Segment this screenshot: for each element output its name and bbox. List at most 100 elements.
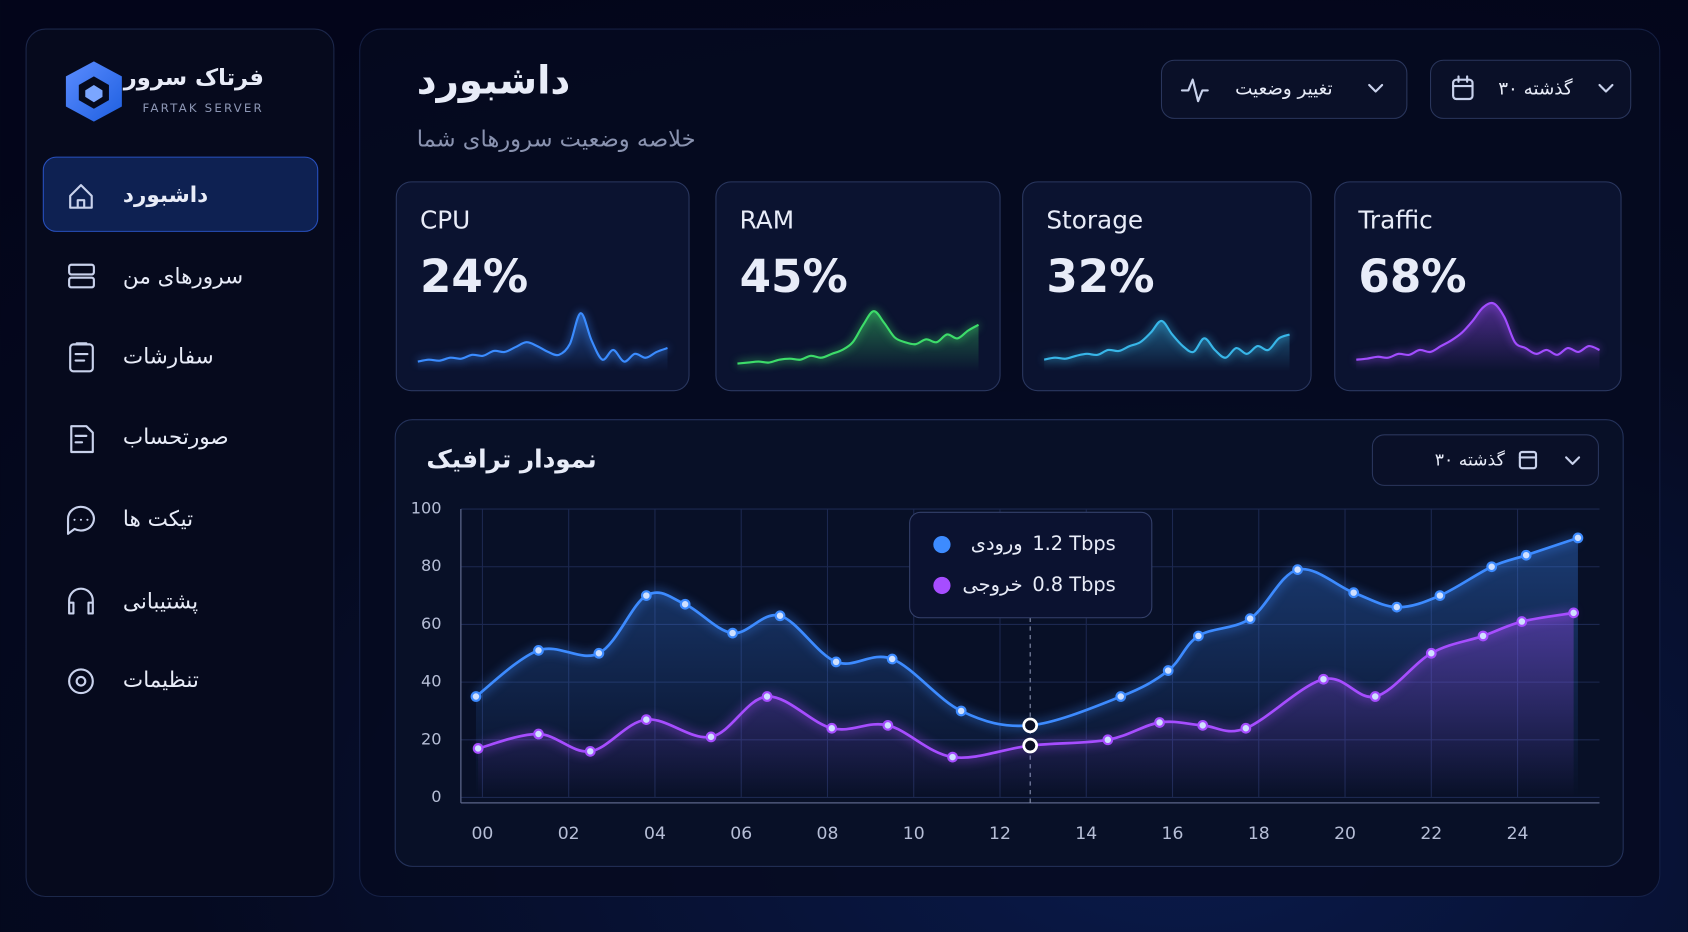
x-tick-label: 18: [1248, 824, 1270, 844]
card-label: RAM: [740, 206, 794, 235]
x-tick-label: 04: [644, 824, 666, 844]
data-point: [533, 728, 544, 740]
y-tick-label: 60: [421, 614, 442, 633]
traffic-title: نمودار ترافیک: [426, 445, 596, 475]
x-tick-label: 08: [817, 824, 839, 844]
x-tick-label: 12: [989, 824, 1011, 844]
status-button[interactable]: [1160, 59, 1408, 119]
data-point: [593, 647, 605, 659]
x-tick-label: 10: [903, 824, 925, 844]
chevron: [1565, 456, 1581, 465]
nav-icons: [66, 184, 95, 695]
sparkline: [1043, 319, 1290, 361]
card-label: Traffic: [1357, 206, 1432, 235]
brand-subtitle: FARTAK SERVER: [143, 101, 264, 115]
card-label: CPU: [420, 206, 470, 235]
chevron: [1368, 83, 1384, 93]
data-point: [1292, 564, 1303, 575]
legend-value: 1.2 Tbps: [1032, 532, 1115, 555]
y-tick-label: 0: [431, 787, 441, 806]
x-tick-label: 22: [1420, 824, 1442, 844]
data-point: [1434, 590, 1446, 601]
nav-label[interactable]: سفارشات: [123, 344, 214, 369]
nav-label[interactable]: تیکت ها: [123, 507, 193, 532]
data-point: [1348, 587, 1360, 599]
data-point: [774, 610, 786, 622]
data-point: [1391, 601, 1403, 613]
range-button[interactable]: [1429, 59, 1632, 119]
data-point: [1154, 717, 1165, 728]
data-point: [1369, 691, 1381, 702]
x-tick-label: 02: [558, 824, 580, 844]
data-point: [1516, 616, 1528, 627]
data-point: [1162, 665, 1174, 676]
x-tick-label: 06: [730, 824, 752, 844]
traffic-range-label: ۳۰ گذشته: [1435, 450, 1506, 471]
data-point: [584, 745, 596, 757]
data-point: [533, 644, 544, 656]
logo: [65, 61, 122, 122]
y-tick-label: 100: [411, 499, 442, 518]
calendar-icon: [1452, 75, 1474, 101]
data-point: [1425, 647, 1437, 659]
data-point: [705, 731, 717, 743]
legend-dot: [933, 535, 951, 554]
legend-dot: [933, 576, 951, 595]
sidebar: [25, 28, 335, 898]
data-point: [1486, 561, 1498, 573]
x-tick-label: 16: [1162, 824, 1184, 844]
series-line: [475, 536, 1579, 728]
card-label: Storage: [1046, 206, 1143, 235]
stat-card: [715, 181, 1001, 392]
data-point: [1568, 607, 1580, 619]
data-point: [472, 743, 484, 754]
data-point: [679, 598, 691, 610]
status-button-label: تغییر وضعیت: [1235, 78, 1332, 99]
data-point: [640, 590, 652, 601]
nav-label[interactable]: داشبورد: [123, 183, 208, 208]
stat-card: [395, 181, 690, 392]
x-tick-label: 20: [1334, 824, 1356, 844]
calendar-icon: [1518, 450, 1538, 470]
y-tick-label: 40: [421, 672, 442, 691]
data-point: [826, 722, 838, 734]
nav-label[interactable]: تنظیمات: [123, 668, 199, 693]
data-point: [1102, 734, 1114, 746]
highlight-point: [1022, 717, 1038, 734]
data-point: [640, 714, 652, 725]
card-value: 45%: [740, 250, 848, 303]
stat-card: [1334, 181, 1622, 392]
data-point: [955, 705, 967, 717]
brand-name: فرتاک سرور: [123, 65, 264, 91]
traffic-range-button[interactable]: [1371, 434, 1599, 486]
highlight-point: [1022, 737, 1038, 754]
sparkline-area: [737, 311, 979, 372]
nav-item-active[interactable]: [42, 156, 319, 232]
nav-label[interactable]: صورتحساب: [123, 425, 229, 450]
data-point: [882, 719, 894, 731]
data-point: [1193, 630, 1204, 642]
tooltip: [909, 511, 1153, 619]
data-point: [470, 691, 482, 702]
nav-label[interactable]: سرورهای من: [123, 265, 243, 290]
series-line: [477, 611, 1574, 760]
data-point: [1244, 613, 1256, 625]
nav-label[interactable]: پشتیبانی: [123, 590, 198, 615]
data-point: [727, 627, 738, 639]
x-tick-label: 24: [1507, 824, 1529, 844]
sparkline: [737, 310, 980, 365]
data-point: [1477, 630, 1489, 642]
x-tick-label: 14: [1075, 824, 1097, 844]
data-point: [1115, 691, 1127, 702]
y-tick-label: 20: [421, 729, 442, 748]
data-point: [1197, 719, 1209, 731]
data-point: [1572, 532, 1584, 544]
data-point: [1240, 722, 1252, 734]
data-point: [830, 656, 842, 668]
pulse-icon: [1180, 78, 1209, 103]
page-title: داشبورد: [417, 58, 571, 103]
sparkline: [1356, 301, 1600, 361]
legend-value: 0.8 Tbps: [1032, 573, 1115, 596]
sparkline: [417, 312, 668, 363]
